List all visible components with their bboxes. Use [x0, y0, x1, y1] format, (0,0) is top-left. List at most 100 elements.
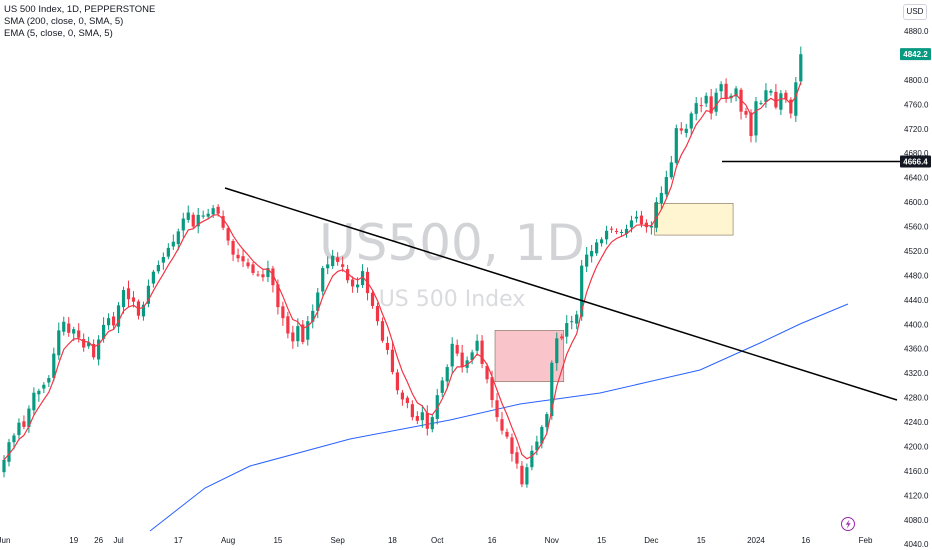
candle-body: [595, 242, 599, 254]
candle-body: [430, 417, 434, 430]
candle-body: [316, 292, 320, 311]
candle: [560, 333, 564, 341]
candle-body: [206, 213, 210, 217]
candle: [296, 318, 300, 347]
candle: [724, 78, 728, 103]
candle: [659, 186, 663, 210]
candle: [420, 405, 424, 428]
chart-legend: US 500 Index, 1D, PEPPERSTONE SMA (200, …: [4, 4, 155, 40]
candle-body: [734, 88, 738, 97]
candle: [236, 248, 240, 263]
candle: [375, 302, 380, 326]
candle-body: [769, 90, 773, 93]
candle-body: [724, 83, 728, 99]
candle-body: [176, 231, 180, 245]
candle-body: [7, 442, 11, 462]
candle: [565, 315, 569, 344]
candle-body: [186, 212, 190, 220]
candle-body: [22, 421, 26, 427]
candle: [256, 270, 260, 277]
candle-body: [545, 414, 549, 428]
candle-body: [236, 254, 240, 259]
candle: [689, 111, 693, 136]
candle-body: [231, 240, 235, 255]
candle: [679, 122, 683, 135]
candle: [360, 264, 365, 288]
candle-body: [17, 422, 21, 436]
date-tick-label: Aug: [221, 536, 235, 545]
candle: [440, 376, 444, 397]
candle-body: [181, 218, 185, 231]
candle: [316, 287, 320, 319]
candle-body: [789, 99, 793, 114]
date-tick-label: 15: [697, 536, 706, 545]
candle: [301, 319, 305, 345]
candle: [286, 311, 290, 339]
price-tick-label: 4200.0: [904, 442, 929, 451]
candle: [161, 252, 165, 270]
candle-body: [116, 305, 121, 327]
candle: [82, 333, 86, 352]
candle-body: [77, 330, 81, 338]
candle: [22, 415, 26, 430]
ema-legend[interactable]: EMA (5, close, 0, SMA, 5): [4, 28, 113, 39]
zone-box-2[interactable]: [654, 203, 734, 236]
candle-body: [57, 330, 61, 356]
candle: [351, 276, 355, 293]
currency-button[interactable]: USD: [903, 4, 927, 20]
candle-body: [530, 450, 534, 468]
price-tick-label: 4720.0: [904, 125, 929, 134]
candle-body: [495, 400, 499, 418]
candle-body: [580, 265, 584, 317]
price-tick-label: 4880.0: [904, 27, 929, 36]
candle-body: [191, 214, 195, 227]
time-axis[interactable]: Jun 19 26 Jul 17 Aug 15 Sep 18 Oct 16 Nov 15 Dec 15 202…: [0, 536, 873, 545]
candle-body: [216, 206, 220, 214]
candle: [201, 210, 205, 219]
candle: [27, 405, 31, 433]
candle-body: [385, 342, 390, 350]
candle: [37, 388, 41, 402]
symbol-legend[interactable]: US 500 Index, 1D, PEPPERSTONE: [4, 4, 156, 15]
sma-legend[interactable]: SMA (200, close, 0, SMA, 5): [4, 16, 124, 27]
candle: [176, 228, 180, 251]
candle-body: [689, 113, 693, 129]
lightning-icon[interactable]: [841, 517, 855, 531]
candle: [415, 411, 419, 425]
date-tick-label: 26: [94, 536, 103, 545]
candle: [326, 256, 330, 275]
candle-body: [306, 321, 310, 340]
candle-body: [704, 95, 708, 104]
watermark-description: US 500 Index: [379, 287, 526, 312]
candle: [136, 299, 141, 320]
price-axis[interactable]: 4040.0 4080.0 4120.0 4160.0 4200.0 4240.0 4280…: [904, 27, 929, 549]
candle: [570, 315, 574, 330]
candle-body: [694, 103, 698, 114]
candle-body: [634, 216, 639, 219]
date-tick-label: 18: [388, 536, 397, 545]
candle: [62, 316, 66, 336]
candle: [166, 243, 170, 260]
zone-box-1[interactable]: [494, 330, 565, 383]
candle: [719, 81, 723, 98]
trend-line[interactable]: [224, 187, 898, 401]
candle: [390, 342, 395, 375]
date-tick-label: Jun: [0, 536, 10, 545]
candle-body: [72, 329, 76, 334]
candle-body: [669, 162, 673, 178]
candle-body: [649, 225, 653, 228]
candle: [52, 347, 56, 382]
candle: [281, 301, 285, 326]
candle-body: [395, 372, 400, 391]
candle: [709, 88, 713, 120]
candle-body: [555, 338, 559, 364]
candle: [206, 208, 210, 219]
candle-body: [659, 192, 663, 204]
price-tick-label: 4440.0: [904, 296, 929, 305]
candle-body: [794, 82, 798, 116]
candle: [450, 337, 454, 373]
candle: [604, 225, 609, 245]
candle: [271, 265, 275, 293]
candle: [246, 258, 250, 269]
